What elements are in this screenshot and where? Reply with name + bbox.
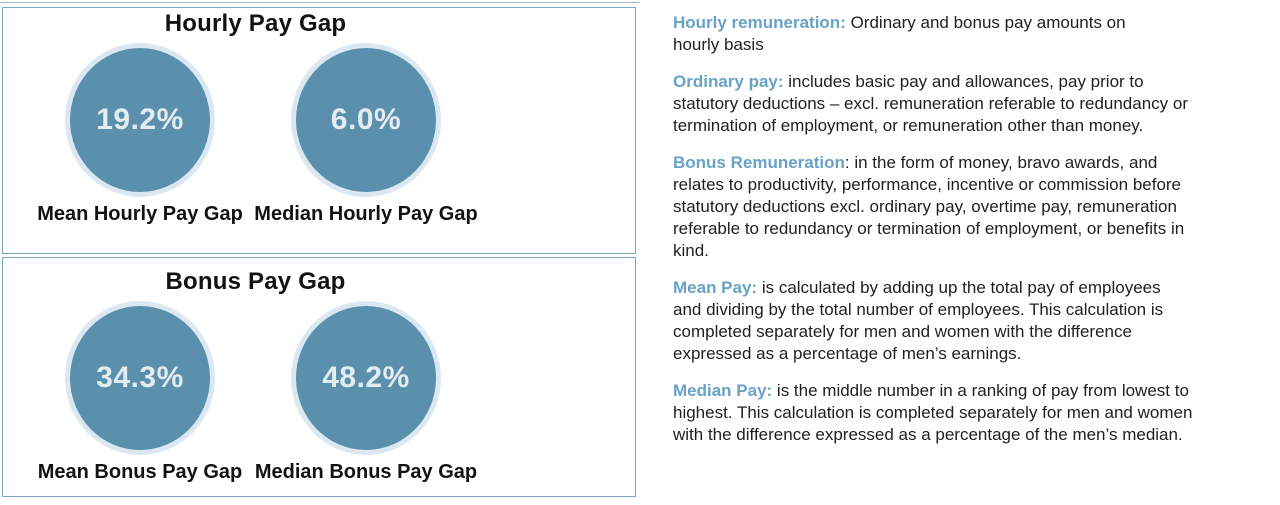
mean-bonus-gauge: 34.3% Mean Bonus Pay Gap xyxy=(27,301,253,484)
mean-hourly-value: 19.2% xyxy=(96,103,184,136)
mean-bonus-circle: 34.3% xyxy=(65,301,215,455)
median-bonus-circle: 48.2% xyxy=(291,301,441,455)
definition-text: : in the form of money, bravo awards, an… xyxy=(673,153,1185,260)
median-hourly-circle: 6.0% xyxy=(291,43,441,197)
mean-bonus-value: 34.3% xyxy=(96,361,184,394)
bonus-gauge-row: 34.3% Mean Bonus Pay Gap 48.2% Median Bo… xyxy=(27,301,635,484)
top-hairline-divider xyxy=(0,2,640,3)
mean-hourly-gauge: 19.2% Mean Hourly Pay Gap xyxy=(27,43,253,226)
definition-term: Ordinary pay: xyxy=(673,72,784,91)
definitions-list: Hourly remuneration: Ordinary and bonus … xyxy=(673,12,1218,461)
median-bonus-gauge: 48.2% Median Bonus Pay Gap xyxy=(253,301,479,484)
mean-hourly-circle: 19.2% xyxy=(65,43,215,197)
hourly-gauge-row: 19.2% Mean Hourly Pay Gap 6.0% Median Ho… xyxy=(27,43,635,226)
hourly-panel-title: Hourly Pay Gap xyxy=(164,10,347,37)
bonus-pay-gap-panel: Bonus Pay Gap 34.3% Mean Bonus Pay Gap 4… xyxy=(2,257,636,497)
definition-term: Mean Pay: xyxy=(673,278,758,297)
definition-term: Hourly remuneration: xyxy=(673,13,846,32)
definition-bonus-remuneration: Bonus Remuneration: in the form of money… xyxy=(673,152,1193,262)
hourly-pay-gap-panel: Hourly Pay Gap 19.2% Mean Hourly Pay Gap… xyxy=(2,7,636,254)
definition-text: is calculated by adding up the total pay… xyxy=(673,278,1164,363)
median-hourly-label: Median Hourly Pay Gap xyxy=(254,203,478,225)
definition-median-pay: Median Pay: is the middle number in a ra… xyxy=(673,380,1193,446)
definition-ordinary-pay: Ordinary pay: includes basic pay and all… xyxy=(673,71,1193,137)
definition-term: Bonus Remuneration xyxy=(673,153,845,172)
definition-text: is the middle number in a ranking of pay… xyxy=(673,381,1193,444)
definition-text: includes basic pay and allowances, pay p… xyxy=(673,72,1189,135)
definition-mean-pay: Mean Pay: is calculated by adding up the… xyxy=(673,277,1193,365)
mean-bonus-label: Mean Bonus Pay Gap xyxy=(37,461,243,483)
median-bonus-label: Median Bonus Pay Gap xyxy=(254,461,478,483)
median-hourly-gauge: 6.0% Median Hourly Pay Gap xyxy=(253,43,479,226)
definition-text: Ordinary and bonus pay amounts on hourly… xyxy=(673,13,1126,54)
definition-hourly-remuneration: Hourly remuneration: Ordinary and bonus … xyxy=(673,12,1143,56)
median-bonus-value: 48.2% xyxy=(322,361,410,394)
definition-term: Median Pay: xyxy=(673,381,773,400)
bonus-panel-title: Bonus Pay Gap xyxy=(165,268,346,295)
mean-hourly-label: Mean Hourly Pay Gap xyxy=(37,203,243,225)
median-hourly-value: 6.0% xyxy=(330,103,402,136)
